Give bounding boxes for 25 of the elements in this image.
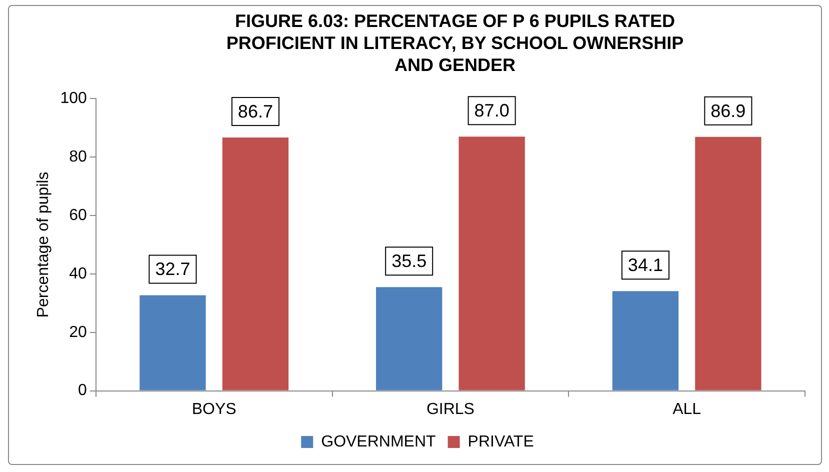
y-axis-title: Percentage of pupils	[35, 172, 52, 318]
bar	[376, 287, 442, 390]
y-tick-label: 20	[69, 324, 87, 341]
bar	[612, 291, 679, 390]
legend-label: PRIVATE	[468, 433, 534, 450]
bar	[140, 295, 206, 390]
y-tick-label: 40	[69, 265, 87, 282]
data-label: 34.1	[628, 255, 663, 276]
data-label: 87.0	[474, 100, 510, 121]
data-label: 86.7	[238, 101, 273, 122]
x-tick-label: BOYS	[192, 400, 236, 418]
y-tick-label: 80	[69, 148, 87, 166]
bar	[695, 136, 762, 390]
y-tick-label: 60	[69, 206, 87, 224]
bar	[458, 136, 525, 390]
x-tick-label: GIRLS	[426, 400, 474, 418]
bar	[222, 137, 289, 390]
y-tick-label: 100	[60, 90, 87, 108]
data-label: 32.7	[155, 259, 190, 280]
legend-label: GOVERNMENT	[321, 433, 436, 450]
x-tick-label: ALL	[672, 400, 702, 418]
chart-title: FIGURE 6.03: PERCENTAGE OF P 6 PUPILS RATED PROFICIENT IN LITERACY, BY SCHOOL OWNERSHIP AND GENDER	[225, 10, 685, 76]
data-label: 35.5	[392, 251, 427, 272]
data-label: 86.9	[710, 100, 746, 121]
y-tick-label: 0	[78, 382, 87, 400]
